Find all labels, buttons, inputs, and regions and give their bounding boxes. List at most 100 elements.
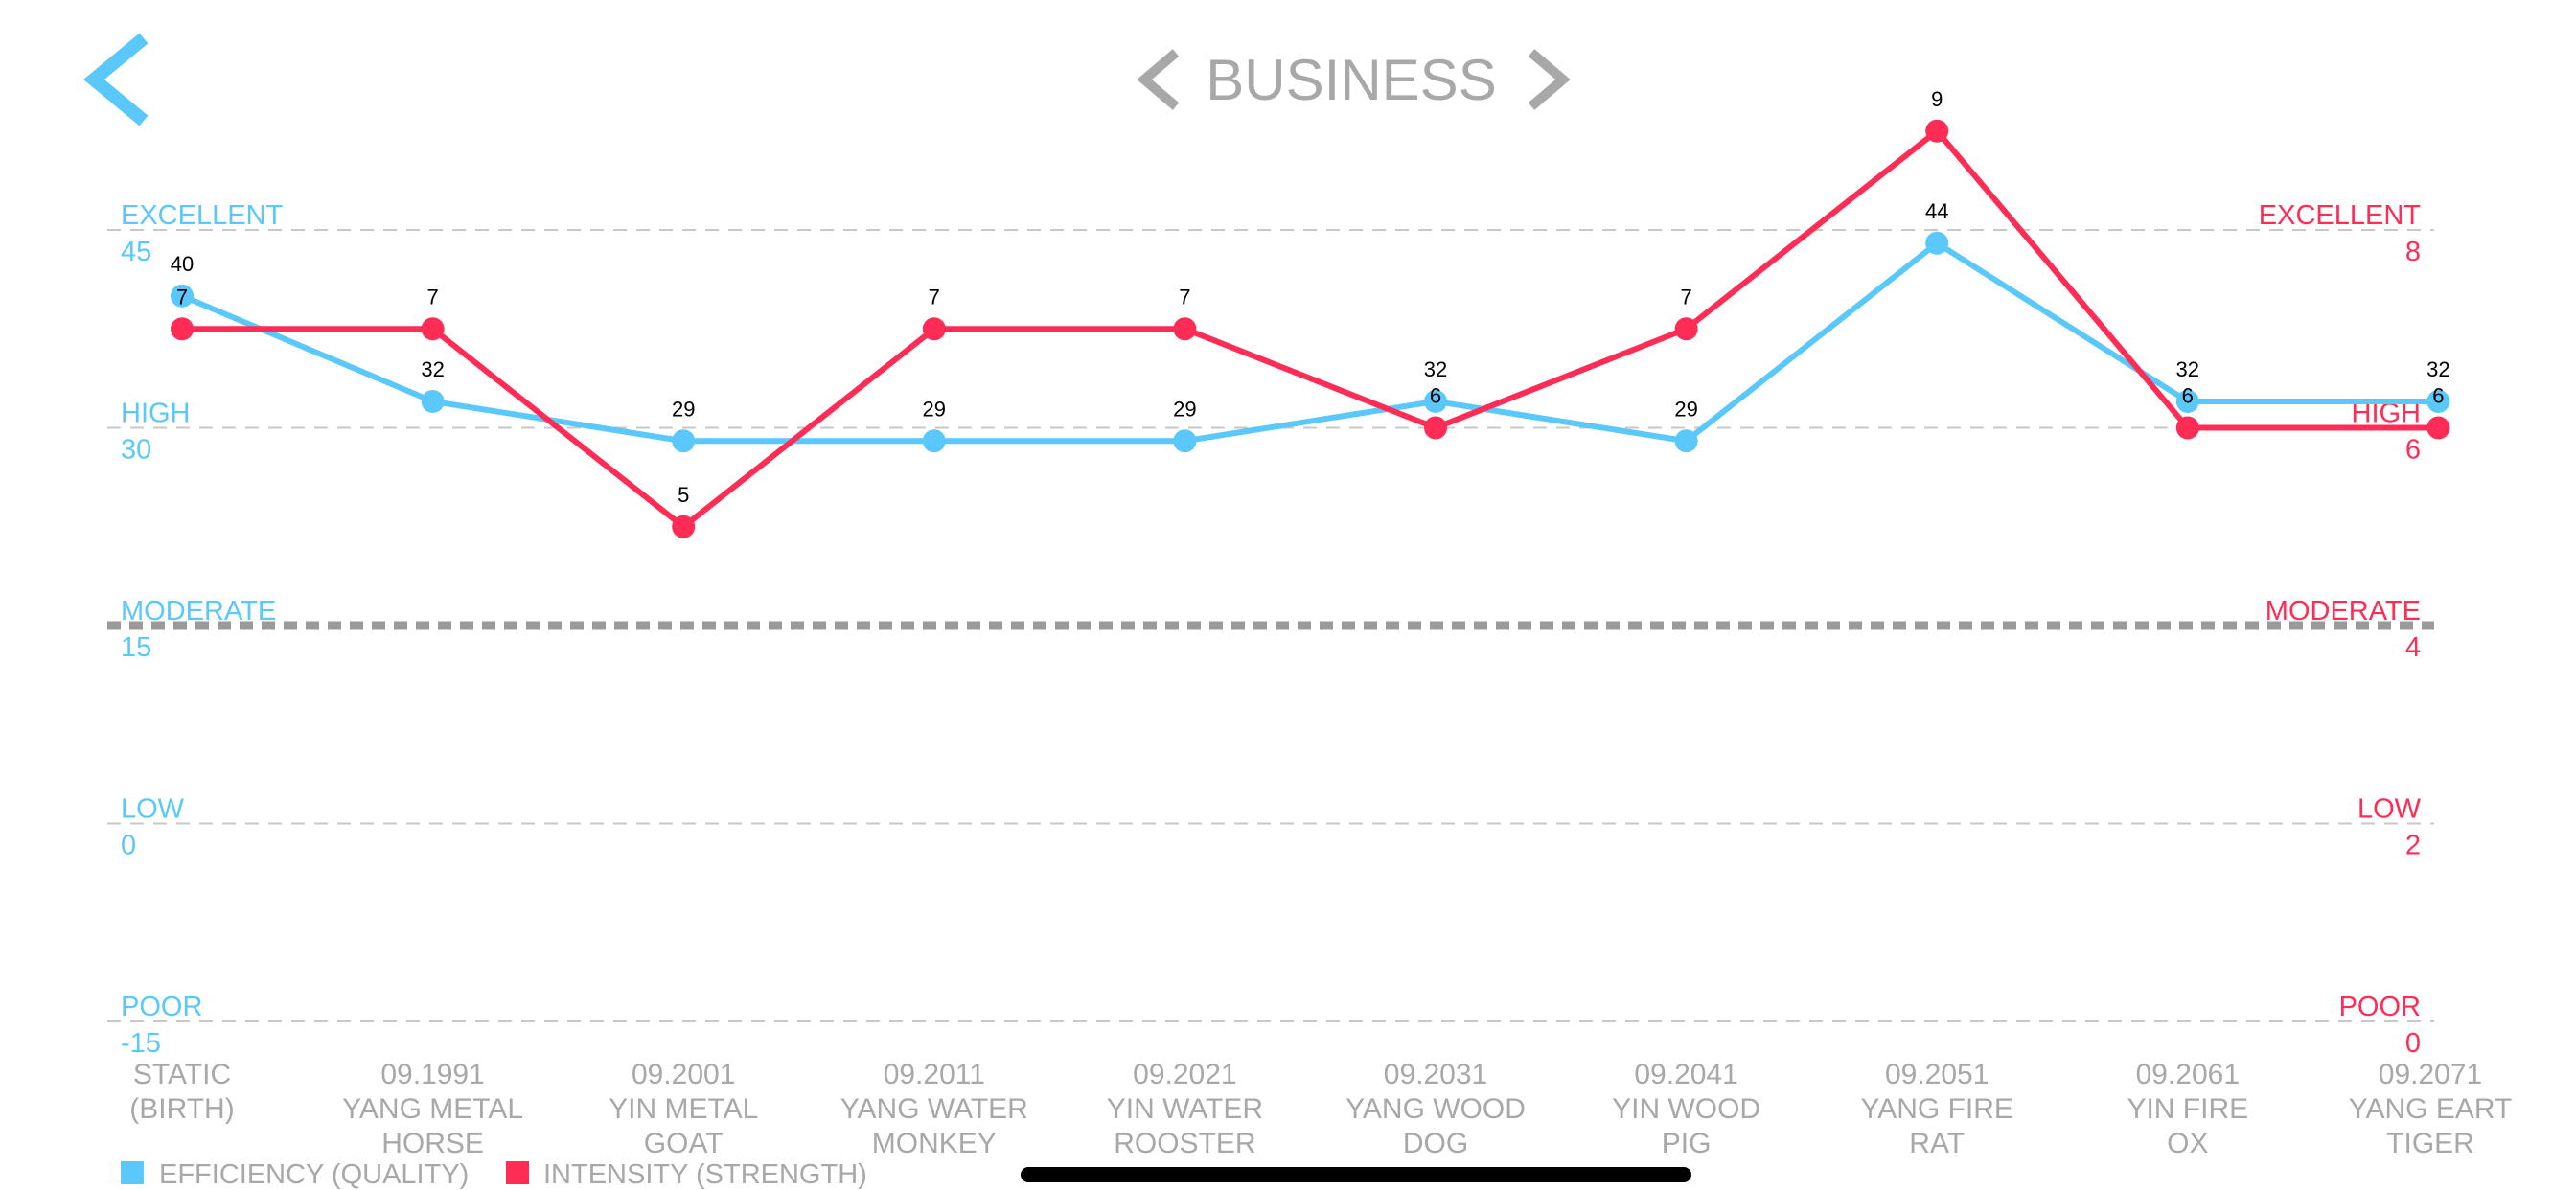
x-tick-label: 09.2021 — [1133, 1059, 1236, 1090]
chevron-right-icon — [1528, 49, 1571, 110]
x-tick-label: 09.2071 — [2379, 1059, 2482, 1090]
x-tick-label: ROOSTER — [1114, 1128, 1255, 1159]
efficiency-point — [2175, 389, 2199, 413]
intensity-value-label: 6 — [2432, 384, 2444, 408]
x-tick-label: YANG EART — [2349, 1093, 2513, 1125]
x-tick-label: YANG FIRE — [1860, 1093, 2012, 1125]
intensity-value-label: 6 — [2182, 384, 2194, 408]
intensity-point — [1424, 416, 1447, 440]
left-level-value: -15 — [121, 1028, 161, 1059]
legend-label-intensity: INTENSITY (STRENGTH) — [543, 1159, 867, 1190]
left-level-name: HIGH — [121, 399, 191, 429]
x-tick-label: 09.1991 — [380, 1059, 484, 1090]
efficiency-value-label: 29 — [672, 397, 695, 421]
efficiency-value-label: 32 — [2426, 357, 2450, 381]
efficiency-point — [421, 389, 445, 413]
right-level-name: POOR — [2339, 992, 2421, 1022]
x-tick-label: GOAT — [644, 1128, 724, 1159]
right-level-name: EXCELLENT — [2259, 200, 2422, 231]
x-tick-label: OX — [2167, 1128, 2208, 1159]
right-level-value: 8 — [2405, 237, 2421, 267]
left-level-name: LOW — [121, 794, 185, 825]
x-tick-label: YANG WATER — [840, 1093, 1028, 1125]
legend: EFFICIENCY (QUALITY) INTENSITY (STRENGTH… — [121, 1159, 867, 1190]
intensity-point — [2426, 416, 2450, 440]
intensity-series-line — [182, 127, 2439, 530]
intensity-value-label: 7 — [1179, 285, 1190, 309]
right-level-name: MODERATE — [2266, 596, 2421, 627]
intensity-point — [421, 317, 445, 341]
efficiency-point — [1925, 231, 1949, 255]
back-button[interactable] — [67, 24, 172, 139]
left-level-value: 30 — [121, 435, 151, 466]
x-tick-label: YIN METAL — [609, 1093, 758, 1125]
left-level-value: 0 — [121, 831, 136, 861]
x-tick-label: YIN FIRE — [2127, 1093, 2248, 1125]
right-level-name: LOW — [2358, 794, 2422, 825]
x-tick-label: YANG METAL — [342, 1093, 523, 1125]
x-tick-label: (BIRTH) — [129, 1093, 234, 1125]
left-level-name: POOR — [121, 992, 202, 1022]
left-axis-levels: EXCELLENT 45 HIGH 30 MODERATE 15 LOW 0 POOR -15 — [121, 200, 284, 1059]
efficiency-series-line — [180, 240, 2439, 445]
prev-chart-button[interactable] — [1121, 38, 1188, 125]
right-level-value: 0 — [2405, 1028, 2421, 1059]
efficiency-value-label: 29 — [1173, 397, 1196, 421]
x-tick-label: HORSE — [381, 1128, 484, 1159]
intensity-point — [672, 515, 696, 538]
x-tick-label: 09.2051 — [1885, 1059, 1989, 1090]
x-tick-label: YIN WATER — [1107, 1093, 1263, 1125]
x-tick-label: 09.2041 — [1634, 1059, 1737, 1090]
chart-series: 40 32 29 29 29 32 29 44 32 32 7 7 5 7 7 6 7 9 6 6 — [171, 87, 2450, 538]
efficiency-point — [672, 429, 696, 453]
x-tick-label: YIN WOOD — [1612, 1093, 1760, 1125]
efficiency-point — [1424, 389, 1447, 413]
chevron-left-icon — [1137, 49, 1180, 110]
x-tick-label: 09.2061 — [2136, 1059, 2240, 1090]
efficiency-point — [1674, 429, 1698, 453]
intensity-value-label: 5 — [678, 483, 689, 507]
intensity-point — [1173, 317, 1197, 341]
x-tick-label: PIG — [1662, 1128, 1712, 1159]
efficiency-value-label: 32 — [1424, 357, 1447, 381]
x-tick-label: 09.2011 — [884, 1059, 985, 1090]
next-chart-button[interactable] — [1514, 38, 1581, 125]
home-indicator — [1021, 1167, 1691, 1182]
efficiency-value-label: 32 — [421, 357, 444, 381]
right-level-value: 2 — [2405, 831, 2421, 861]
efficiency-value-label: 29 — [923, 397, 946, 421]
efficiency-value-label: 44 — [1925, 199, 1948, 223]
efficiency-point — [171, 284, 194, 308]
x-tick-label: DOG — [1403, 1128, 1468, 1159]
intensity-point — [1674, 317, 1698, 341]
efficiency-value-label: 32 — [2176, 357, 2199, 381]
intensity-value-label: 7 — [426, 285, 438, 309]
x-tick-label: MONKEY — [872, 1128, 997, 1159]
chevron-left-icon — [83, 33, 149, 126]
efficiency-point — [922, 429, 946, 453]
intensity-value-label: 6 — [1430, 384, 1441, 408]
intensity-value-label: 7 — [176, 285, 188, 309]
intensity-point — [1925, 119, 1949, 143]
intensity-point — [171, 317, 194, 341]
left-level-name: MODERATE — [121, 596, 276, 627]
page-title: BUSINESS — [1206, 48, 1496, 112]
intensity-point — [2175, 416, 2199, 440]
x-tick-label: 09.2031 — [1384, 1059, 1487, 1090]
x-tick-label: YANG WOOD — [1346, 1093, 1526, 1125]
x-tick-label: STATIC — [133, 1059, 231, 1090]
left-level-value: 15 — [121, 632, 151, 663]
right-level-value: 4 — [2405, 632, 2421, 663]
x-tick-label: RAT — [1909, 1128, 1965, 1159]
legend-swatch-efficiency — [121, 1161, 144, 1184]
efficiency-point — [1173, 429, 1197, 453]
intensity-value-label: 9 — [1931, 87, 1943, 111]
left-level-name: EXCELLENT — [121, 200, 284, 231]
intensity-value-label: 7 — [929, 285, 940, 309]
right-level-value: 6 — [2405, 435, 2421, 466]
efficiency-value-label: 40 — [171, 252, 194, 276]
legend-label-efficiency: EFFICIENCY (QUALITY) — [159, 1159, 469, 1190]
